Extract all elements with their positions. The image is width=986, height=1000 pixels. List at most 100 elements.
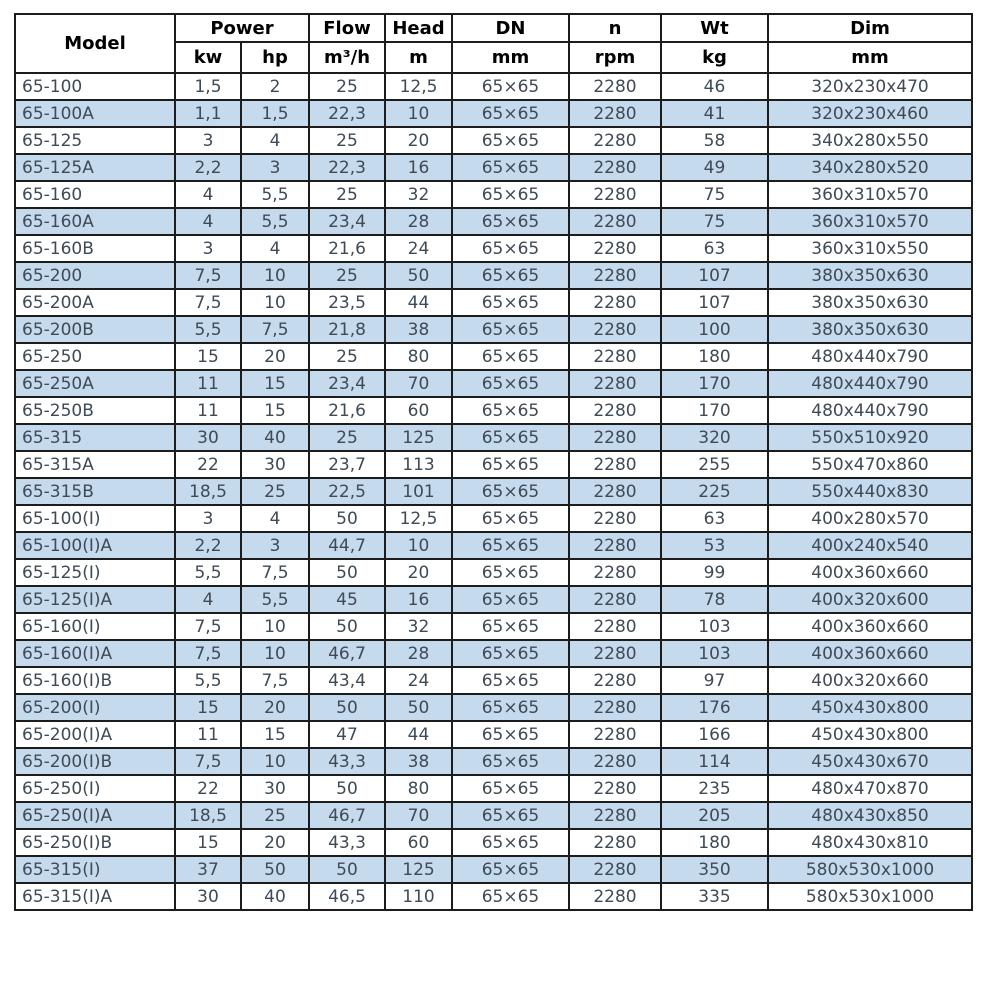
value-cell: 20 — [384, 126, 453, 155]
model-cell: 65-125A — [14, 153, 176, 182]
table-row: 65-200A 7,5 10 23,5 44 65×65 2280 107 380x350x63… — [14, 288, 973, 317]
value-cell: 65×65 — [451, 153, 570, 182]
column-header-flow: Flow — [308, 13, 386, 43]
value-cell: 3 — [174, 504, 242, 533]
value-cell: 480x430x810 — [767, 828, 973, 857]
value-cell: 7,5 — [174, 612, 242, 641]
value-cell: 2280 — [568, 801, 662, 830]
value-cell: 25 — [308, 72, 386, 101]
value-cell: 550x470x860 — [767, 450, 973, 479]
column-header-model: Model — [14, 13, 176, 74]
value-cell: 2280 — [568, 234, 662, 263]
value-cell: 2280 — [568, 531, 662, 560]
value-cell: 10 — [240, 288, 310, 317]
value-cell: 65×65 — [451, 531, 570, 560]
value-cell: 25 — [240, 801, 310, 830]
model-cell: 65-100 — [14, 72, 176, 101]
value-cell: 12,5 — [384, 504, 453, 533]
value-cell: 30 — [240, 774, 310, 803]
table-row: 65-315A 22 30 23,7 113 65×65 2280 255 550x470x86… — [14, 450, 973, 479]
value-cell: 225 — [660, 477, 769, 506]
value-cell: 2,2 — [174, 531, 242, 560]
value-cell: 7,5 — [174, 261, 242, 290]
value-cell: 16 — [384, 153, 453, 182]
value-cell: 15 — [174, 828, 242, 857]
value-cell: 65×65 — [451, 828, 570, 857]
value-cell: 11 — [174, 396, 242, 425]
value-cell: 2280 — [568, 99, 662, 128]
value-cell: 65×65 — [451, 801, 570, 830]
value-cell: 2280 — [568, 207, 662, 236]
value-cell: 1,5 — [240, 99, 310, 128]
value-cell: 20 — [240, 342, 310, 371]
table-row: 65-250A 11 15 23,4 70 65×65 2280 170 480x440x790 — [14, 369, 973, 398]
model-cell: 65-200 — [14, 261, 176, 290]
value-cell: 32 — [384, 612, 453, 641]
value-cell: 65×65 — [451, 315, 570, 344]
value-cell: 7,5 — [174, 639, 242, 668]
value-cell: 65×65 — [451, 342, 570, 371]
value-cell: 65×65 — [451, 774, 570, 803]
value-cell: 380x350x630 — [767, 261, 973, 290]
value-cell: 107 — [660, 288, 769, 317]
table-row: 65-100(I) 3 4 50 12,5 65×65 2280 63 400x280x570 — [14, 504, 973, 533]
value-cell: 40 — [240, 423, 310, 452]
table-row: 65-250(I) 22 30 50 80 65×65 2280 235 480x470x870 — [14, 774, 973, 803]
value-cell: 2280 — [568, 639, 662, 668]
value-cell: 65×65 — [451, 720, 570, 749]
table-row: 65-200(I) 15 20 50 50 65×65 2280 176 450x430x800 — [14, 693, 973, 722]
table-row: 65-315(I) 37 50 50 125 65×65 2280 350 580x530x10… — [14, 855, 973, 884]
value-cell: 65×65 — [451, 126, 570, 155]
value-cell: 2280 — [568, 423, 662, 452]
value-cell: 480x470x870 — [767, 774, 973, 803]
value-cell: 12,5 — [384, 72, 453, 101]
value-cell: 2280 — [568, 477, 662, 506]
value-cell: 63 — [660, 504, 769, 533]
value-cell: 10 — [240, 612, 310, 641]
value-cell: 65×65 — [451, 558, 570, 587]
value-cell: 25 — [308, 423, 386, 452]
unit-header-kw: kw — [174, 41, 242, 74]
value-cell: 400x240x540 — [767, 531, 973, 560]
table-row: 65-250B 11 15 21,6 60 65×65 2280 170 480x440x790 — [14, 396, 973, 425]
value-cell: 24 — [384, 234, 453, 263]
value-cell: 101 — [384, 477, 453, 506]
value-cell: 2280 — [568, 774, 662, 803]
value-cell: 78 — [660, 585, 769, 614]
value-cell: 65×65 — [451, 72, 570, 101]
value-cell: 65×65 — [451, 855, 570, 884]
value-cell: 25 — [240, 477, 310, 506]
unit-header-hp: hp — [240, 41, 310, 74]
value-cell: 15 — [174, 342, 242, 371]
value-cell: 65×65 — [451, 747, 570, 776]
value-cell: 235 — [660, 774, 769, 803]
value-cell: 360x310x570 — [767, 180, 973, 209]
value-cell: 46,7 — [308, 639, 386, 668]
value-cell: 46 — [660, 72, 769, 101]
value-cell: 38 — [384, 315, 453, 344]
value-cell: 103 — [660, 612, 769, 641]
value-cell: 37 — [174, 855, 242, 884]
value-cell: 50 — [384, 261, 453, 290]
model-cell: 65-160A — [14, 207, 176, 236]
value-cell: 20 — [240, 828, 310, 857]
value-cell: 65×65 — [451, 477, 570, 506]
value-cell: 23,4 — [308, 369, 386, 398]
value-cell: 113 — [384, 450, 453, 479]
value-cell: 125 — [384, 855, 453, 884]
model-cell: 65-160B — [14, 234, 176, 263]
value-cell: 4 — [174, 207, 242, 236]
value-cell: 60 — [384, 396, 453, 425]
value-cell: 50 — [308, 504, 386, 533]
unit-header-dn: mm — [451, 41, 570, 74]
value-cell: 340x280x550 — [767, 126, 973, 155]
table-row: 65-200 7,5 10 25 50 65×65 2280 107 380x350x630 — [14, 261, 973, 290]
column-header-dim: Dim — [767, 13, 973, 43]
value-cell: 25 — [308, 126, 386, 155]
value-cell: 65×65 — [451, 396, 570, 425]
value-cell: 50 — [308, 558, 386, 587]
value-cell: 400x360x660 — [767, 612, 973, 641]
value-cell: 400x320x600 — [767, 585, 973, 614]
value-cell: 21,8 — [308, 315, 386, 344]
value-cell: 2280 — [568, 612, 662, 641]
